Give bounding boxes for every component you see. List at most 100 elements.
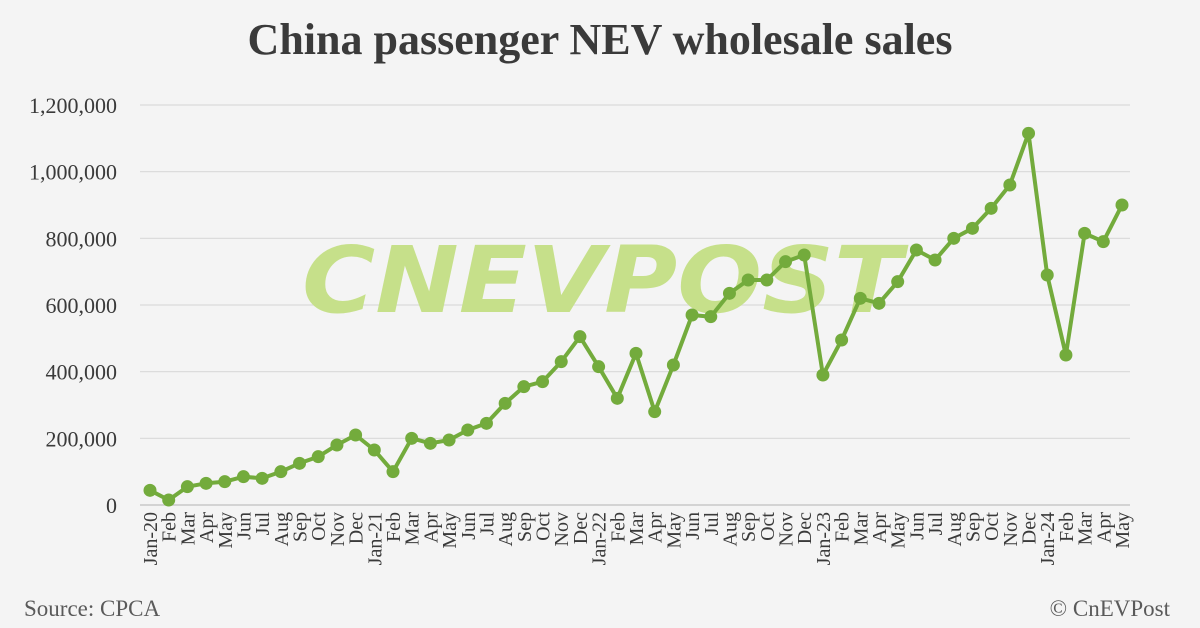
data-point xyxy=(816,368,830,382)
x-tick-label: Aug xyxy=(271,512,293,546)
data-point xyxy=(891,275,905,289)
data-point xyxy=(180,480,194,494)
x-tick-label: May xyxy=(663,512,685,549)
x-tick-label: Oct xyxy=(757,512,779,541)
x-tick-label: Mar xyxy=(850,512,872,546)
data-point xyxy=(741,273,755,287)
x-tick-label: Mar xyxy=(626,512,648,546)
x-tick-label: Jan-21 xyxy=(364,512,386,565)
x-tick-label: Jan-20 xyxy=(140,512,162,565)
x-tick-label: Nov xyxy=(1000,512,1022,546)
data-point xyxy=(1059,348,1073,362)
data-point xyxy=(349,428,363,442)
data-point xyxy=(311,450,325,464)
data-point xyxy=(947,231,961,245)
x-tick-label: Dec xyxy=(346,512,368,544)
x-tick-label: Dec xyxy=(794,512,816,544)
y-tick-label: 600,000 xyxy=(46,293,118,318)
x-tick-label: Oct xyxy=(981,512,1003,541)
data-point xyxy=(648,405,662,419)
y-tick-label: 0 xyxy=(106,493,117,518)
x-tick-label: Apr xyxy=(420,512,442,543)
x-tick-label: Jun xyxy=(682,512,704,540)
data-point xyxy=(199,476,213,490)
x-tick-label: Jan-22 xyxy=(589,512,611,565)
grid-lines xyxy=(140,104,1130,506)
x-tick-label: Feb xyxy=(1056,512,1078,542)
data-point xyxy=(835,333,849,347)
data-point xyxy=(797,248,811,262)
x-tick-label: May xyxy=(439,512,461,549)
data-point xyxy=(386,465,400,479)
data-point xyxy=(760,273,774,287)
y-axis-tick-labels: 0 200,000 400,000 600,000 800,000 1,000,000 1,… xyxy=(29,93,117,518)
x-tick-label: Oct xyxy=(308,512,330,541)
x-tick-label: Nov xyxy=(551,512,573,546)
data-points xyxy=(143,126,1129,507)
data-point xyxy=(928,253,942,267)
x-tick-label: Jul xyxy=(925,512,947,536)
x-tick-label: Apr xyxy=(196,512,218,543)
x-tick-label: May xyxy=(215,512,237,549)
x-tick-label: Mar xyxy=(402,512,424,546)
x-tick-label: Feb xyxy=(832,512,854,542)
data-point xyxy=(666,358,680,372)
x-tick-label: Mar xyxy=(177,512,199,546)
data-point xyxy=(1022,126,1036,140)
data-point xyxy=(629,346,643,360)
data-point xyxy=(517,380,531,394)
x-tick-label: Aug xyxy=(944,512,966,546)
data-point xyxy=(479,416,493,430)
data-point xyxy=(853,291,867,305)
data-point xyxy=(909,243,923,257)
data-point xyxy=(218,475,232,489)
data-point xyxy=(461,423,475,437)
x-tick-label: Jul xyxy=(701,512,723,536)
x-tick-label: Dec xyxy=(570,512,592,544)
data-point xyxy=(592,360,606,374)
x-tick-label: Nov xyxy=(327,512,349,546)
data-point xyxy=(442,433,456,447)
data-point xyxy=(610,391,624,405)
data-point xyxy=(704,310,718,324)
data-point xyxy=(1040,268,1054,282)
data-point xyxy=(573,330,587,344)
x-tick-label: Mar xyxy=(1075,512,1097,546)
x-tick-label: Sep xyxy=(738,512,760,542)
chart-title: China passenger NEV wholesale sales xyxy=(247,15,953,64)
data-point xyxy=(423,436,437,450)
data-point xyxy=(367,443,381,457)
x-tick-label: Oct xyxy=(533,512,555,541)
data-point xyxy=(722,286,736,300)
data-point xyxy=(405,431,419,445)
copyright-credit: © CnEVPost xyxy=(1049,596,1170,621)
data-point xyxy=(554,355,568,369)
y-tick-label: 800,000 xyxy=(46,226,118,251)
y-tick-label: 200,000 xyxy=(46,426,118,451)
data-point xyxy=(330,438,344,452)
x-tick-label: Apr xyxy=(869,512,891,543)
x-tick-label: Aug xyxy=(495,512,517,546)
data-point xyxy=(143,483,157,497)
data-point xyxy=(536,375,550,389)
x-tick-label: Feb xyxy=(607,512,629,542)
data-point xyxy=(293,456,307,470)
x-tick-label: Jan-24 xyxy=(1037,512,1059,565)
x-tick-label: Jun xyxy=(233,512,255,540)
data-point xyxy=(1078,226,1092,240)
x-tick-label: Feb xyxy=(383,512,405,542)
x-tick-label: May xyxy=(1112,512,1134,549)
watermark: CNEVPOST xyxy=(302,227,909,334)
data-point xyxy=(498,396,512,410)
data-point xyxy=(162,493,176,507)
data-point xyxy=(1115,198,1129,212)
x-tick-label: Jan-23 xyxy=(813,512,835,565)
data-point xyxy=(965,221,979,235)
y-tick-label: 1,000,000 xyxy=(29,160,117,185)
source-note: Source: CPCA xyxy=(24,596,161,621)
data-point xyxy=(984,201,998,215)
x-tick-label: Jun xyxy=(906,512,928,540)
data-point xyxy=(1003,178,1017,192)
x-tick-label: Apr xyxy=(1093,512,1115,543)
